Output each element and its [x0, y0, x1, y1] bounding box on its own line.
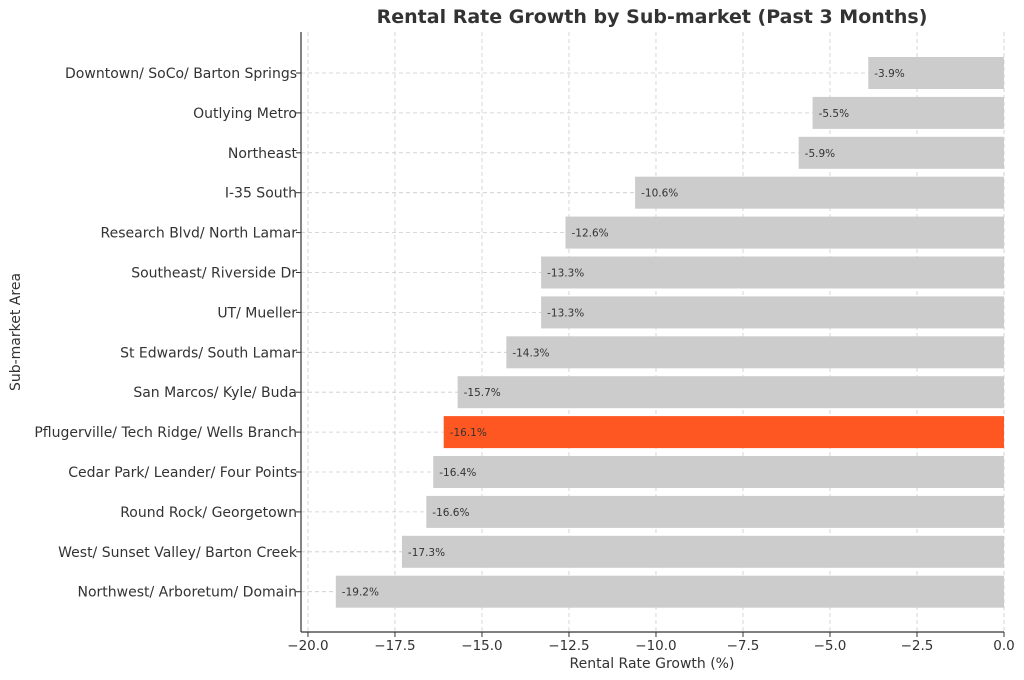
category-label: Outlying Metro [193, 106, 297, 122]
category-label: Downtown/ SoCo/ Barton Springs [65, 66, 297, 82]
x-tick-label: −10.0 [635, 638, 676, 654]
bar [541, 256, 1004, 289]
x-tick-label: 0.0 [993, 638, 1014, 654]
category-label: Research Blvd/ North Lamar [101, 226, 298, 242]
category-label: Northwest/ Arboretum/ Domain [77, 585, 297, 601]
x-tick-label: −5.0 [814, 638, 847, 654]
data-label: -3.9% [874, 68, 904, 80]
bar [426, 495, 1005, 528]
bar [635, 176, 1004, 209]
category-label: UT/ Mueller [217, 305, 297, 321]
bar [506, 336, 1004, 369]
bar [868, 57, 1004, 89]
y-axis-label: Sub-market Area [8, 273, 24, 391]
bar [401, 535, 1004, 568]
category-label: Round Rock/ Georgetown [120, 505, 297, 521]
data-label: -15.7% [464, 387, 501, 399]
data-label: -16.4% [439, 467, 476, 479]
bar [812, 96, 1004, 129]
category-label: Northeast [228, 146, 298, 162]
x-tick-label: −20.0 [287, 638, 328, 654]
data-label: -13.3% [547, 268, 584, 280]
x-axis-label: Rental Rate Growth (%) [570, 656, 735, 672]
x-tick-label: −7.5 [727, 638, 760, 654]
category-label: I-35 South [225, 186, 297, 202]
data-label: -19.2% [342, 587, 379, 599]
category-label: San Marcos/ Kyle/ Buda [133, 385, 297, 401]
data-label: -16.6% [432, 507, 469, 519]
data-label: -17.3% [408, 547, 445, 559]
data-label: -12.6% [571, 228, 608, 240]
bar [565, 216, 1004, 249]
category-label: Cedar Park/ Leander/ Four Points [68, 465, 297, 481]
axis-layer: −20.0 −17.5 −15.0 −12.5 −10.0 −7.5 −5.0 −2.5 0.0… [34, 32, 1015, 654]
x-tick-label: −15.0 [461, 638, 502, 654]
category-label: Southeast/ Riverside Dr [131, 266, 297, 282]
data-label: -10.6% [641, 188, 678, 200]
chart-title: Rental Rate Growth by Sub-market (Past 3… [377, 6, 928, 28]
x-tick-label: −12.5 [548, 638, 589, 654]
category-label: St Edwards/ South Lamar [120, 345, 297, 361]
data-label: -14.3% [512, 347, 549, 359]
bar [541, 296, 1004, 329]
data-label: -16.1% [450, 427, 487, 439]
bar-layer [335, 57, 1005, 608]
highlighted-bar [443, 416, 1004, 449]
x-tick-label: −17.5 [374, 638, 415, 654]
x-tick-label: −2.5 [901, 638, 934, 654]
bar [798, 136, 1004, 169]
data-label: -5.9% [805, 148, 835, 160]
data-label: -13.3% [547, 307, 584, 319]
data-label: -5.5% [819, 108, 849, 120]
data-label-layer: -3.9% -5.5% -5.9% -10.6% -12.6% -13.3% -13.3% -… [342, 68, 905, 599]
bar [335, 575, 1004, 608]
bar [433, 456, 1004, 488]
category-label: West/ Sunset Valley/ Barton Creek [58, 545, 298, 561]
bar [457, 376, 1005, 409]
category-label: Pflugerville/ Tech Ridge/ Wells Branch [34, 425, 297, 441]
